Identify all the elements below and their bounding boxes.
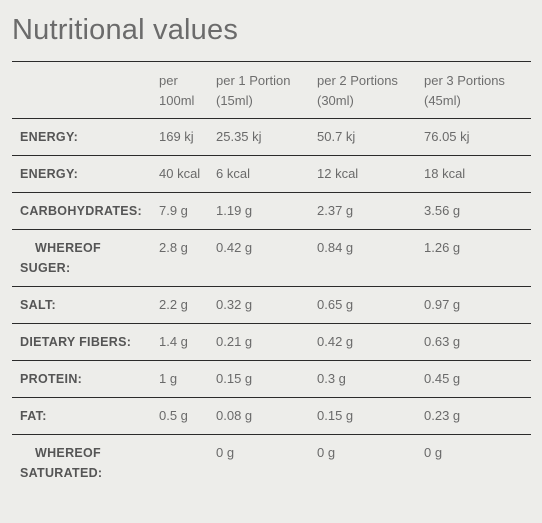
cell-value: 0.63 g — [424, 334, 461, 349]
row-label-carbohydrates: CARBOHYDRATES: — [20, 204, 143, 218]
table-row: FAT: 0.5 g 0.08 g 0.15 g 0.23 g — [12, 397, 531, 435]
row-label-fat: FAT: — [20, 409, 47, 423]
cell-value: 0.42 g — [216, 240, 253, 255]
table-row: WHEREOF SATURATED: 0 g 0 g 0 g — [12, 434, 531, 492]
cell-value: 7.9 g — [159, 203, 188, 218]
cell-value: 0 g — [317, 445, 336, 460]
table-header-row: per 100ml per 1 Portion (15ml) per 2 Por… — [12, 61, 531, 119]
cell-value: 0.3 g — [317, 371, 346, 386]
row-label-energy-kcal: ENERGY: — [20, 167, 79, 181]
cell-value: 0.84 g — [317, 240, 354, 255]
cell-value: 1.4 g — [159, 334, 188, 349]
column-header-2-portions: per 2 Portions (30ml) — [317, 73, 398, 108]
cell-value: 0.65 g — [317, 297, 354, 312]
table-row: WHEREOF SUGER: 2.8 g 0.42 g 0.84 g 1.26 g — [12, 229, 531, 287]
row-label-line2: SUGER: — [20, 261, 71, 275]
table-row: SALT: 2.2 g 0.32 g 0.65 g 0.97 g — [12, 286, 531, 324]
row-label-protein: PROTEIN: — [20, 372, 83, 386]
cell-value: 18 kcal — [424, 166, 466, 181]
row-label-line1: WHEREOF — [35, 446, 101, 460]
cell-value: 2.37 g — [317, 203, 354, 218]
column-header-per-100ml: per 100ml — [159, 73, 195, 108]
cell-value: 12 kcal — [317, 166, 359, 181]
cell-value: 2.8 g — [159, 240, 188, 255]
row-label-line1: WHEREOF — [35, 241, 101, 255]
cell-value: 0.5 g — [159, 408, 188, 423]
cell-value: 6 kcal — [216, 166, 250, 181]
cell-value: 76.05 kj — [424, 129, 470, 144]
cell-value: 0.15 g — [317, 408, 354, 423]
cell-value: 0.15 g — [216, 371, 253, 386]
column-header-3-portions: per 3 Portions (45ml) — [424, 73, 505, 108]
cell-value: 25.35 kj — [216, 129, 262, 144]
nutrition-table: per 100ml per 1 Portion (15ml) per 2 Por… — [12, 61, 531, 491]
row-label-whereof-saturated: WHEREOF SATURATED: — [12, 435, 159, 492]
cell-value: 0 g — [424, 445, 443, 460]
table-row: CARBOHYDRATES: 7.9 g 1.19 g 2.37 g 3.56 … — [12, 192, 531, 230]
cell-value: 1 g — [159, 371, 178, 386]
cell-value: 1.19 g — [216, 203, 253, 218]
table-row: ENERGY: 40 kcal 6 kcal 12 kcal 18 kcal — [12, 155, 531, 193]
cell-value: 40 kcal — [159, 166, 201, 181]
row-label-dietary-fibers: DIETARY FIBERS: — [20, 335, 132, 349]
cell-value: 0.32 g — [216, 297, 253, 312]
cell-value: 169 kj — [159, 129, 194, 144]
cell-value: 0.21 g — [216, 334, 253, 349]
cell-value: 0.23 g — [424, 408, 461, 423]
table-row: DIETARY FIBERS: 1.4 g 0.21 g 0.42 g 0.63… — [12, 323, 531, 361]
cell-value: 0.97 g — [424, 297, 461, 312]
cell-value: 0.45 g — [424, 371, 461, 386]
page-title: Nutritional values — [12, 14, 239, 46]
cell-value: 0 g — [216, 445, 235, 460]
table-row: ENERGY: 169 kj 25.35 kj 50.7 kj 76.05 kj — [12, 118, 531, 156]
cell-value — [159, 435, 216, 492]
column-header-empty — [12, 62, 159, 119]
cell-value: 2.2 g — [159, 297, 188, 312]
cell-value: 0.42 g — [317, 334, 354, 349]
column-header-1-portion: per 1 Portion (15ml) — [216, 73, 291, 108]
cell-value: 1.26 g — [424, 240, 461, 255]
row-label-line2: SATURATED: — [20, 466, 103, 480]
cell-value: 0.08 g — [216, 408, 253, 423]
row-label-energy-kj: ENERGY: — [20, 130, 79, 144]
row-label-salt: SALT: — [20, 298, 56, 312]
cell-value: 3.56 g — [424, 203, 461, 218]
cell-value: 50.7 kj — [317, 129, 356, 144]
table-row: PROTEIN: 1 g 0.15 g 0.3 g 0.45 g — [12, 360, 531, 398]
row-label-whereof-suger: WHEREOF SUGER: — [12, 230, 159, 287]
